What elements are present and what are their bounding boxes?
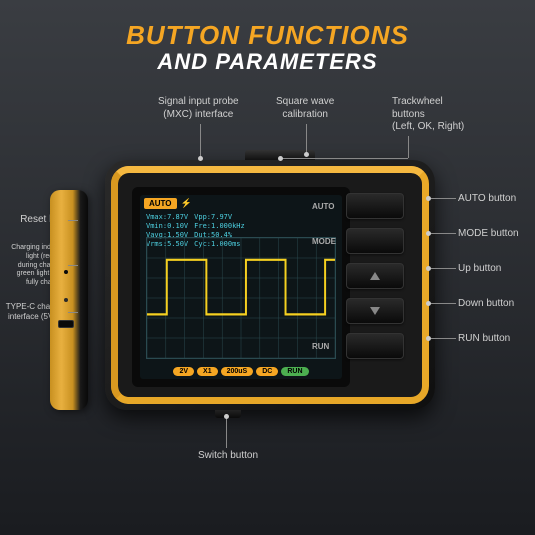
leader-line	[68, 220, 78, 221]
down-button[interactable]	[346, 298, 404, 324]
run-button-label: RUN	[312, 342, 329, 351]
waveform-grid	[146, 237, 336, 359]
leader-line	[408, 136, 409, 158]
leader-dot	[426, 301, 431, 306]
mode-button-label: MODE	[312, 237, 336, 246]
leader-dot	[304, 152, 309, 157]
leader-line	[200, 124, 201, 158]
leader-line	[68, 265, 78, 266]
leader-line	[430, 338, 456, 339]
reset-hole	[64, 270, 68, 274]
leader-line	[430, 268, 456, 269]
title-line-1: BUTTON FUNCTIONS	[0, 20, 535, 51]
leader-line	[280, 158, 408, 159]
chip-2v: 2V	[173, 367, 194, 376]
chip-dc: DC	[256, 367, 278, 376]
leader-line	[68, 312, 78, 313]
triangle-up-icon	[369, 271, 381, 281]
auto-button[interactable]: AUTO	[346, 193, 404, 219]
leader-line	[306, 124, 307, 154]
auto-badge: AUTO	[144, 198, 177, 209]
leader-dot	[198, 156, 203, 161]
bolt-icon: ⚡	[181, 198, 192, 209]
chip-200us: 200uS	[221, 367, 254, 376]
leader-line	[430, 198, 456, 199]
leader-line	[430, 233, 456, 234]
triangle-down-icon	[369, 306, 381, 316]
leader-line	[226, 418, 227, 448]
callout-square-wave: Square wavecalibration	[276, 96, 334, 121]
leader-dot	[426, 266, 431, 271]
run-button[interactable]: RUN	[346, 333, 404, 359]
device-side-view	[50, 190, 88, 410]
typec-port	[58, 320, 74, 328]
chip-x1: X1	[197, 367, 218, 376]
oscilloscope-screen: AUTO ⚡ Vmax:7.87VVmin:0.10VVavg:1.50VVrm…	[140, 195, 342, 379]
up-button[interactable]	[346, 263, 404, 289]
screen-bezel: AUTO ⚡ Vmax:7.87VVmin:0.10VVavg:1.50VVrm…	[132, 187, 350, 387]
leader-dot	[426, 196, 431, 201]
callout-signal-probe: Signal input probe(MXC) interface	[158, 96, 239, 121]
charging-light	[64, 298, 68, 302]
mode-button[interactable]: MODE	[346, 228, 404, 254]
bottom-chips: 2VX1200uSDCRUN	[146, 367, 336, 376]
auto-button-label: AUTO	[312, 202, 335, 211]
title-line-2: AND PARAMETERS	[0, 49, 535, 75]
callout-trackwheel: Trackwheelbuttons(Left, OK, Right)	[392, 96, 464, 134]
chip-run: RUN	[281, 367, 308, 376]
leader-dot	[278, 156, 283, 161]
leader-dot	[426, 231, 431, 236]
leader-dot	[426, 336, 431, 341]
leader-dot	[224, 414, 229, 419]
leader-line	[430, 303, 456, 304]
device-main: AUTO ⚡ Vmax:7.87VVmin:0.10VVavg:1.50VVrm…	[105, 160, 435, 410]
